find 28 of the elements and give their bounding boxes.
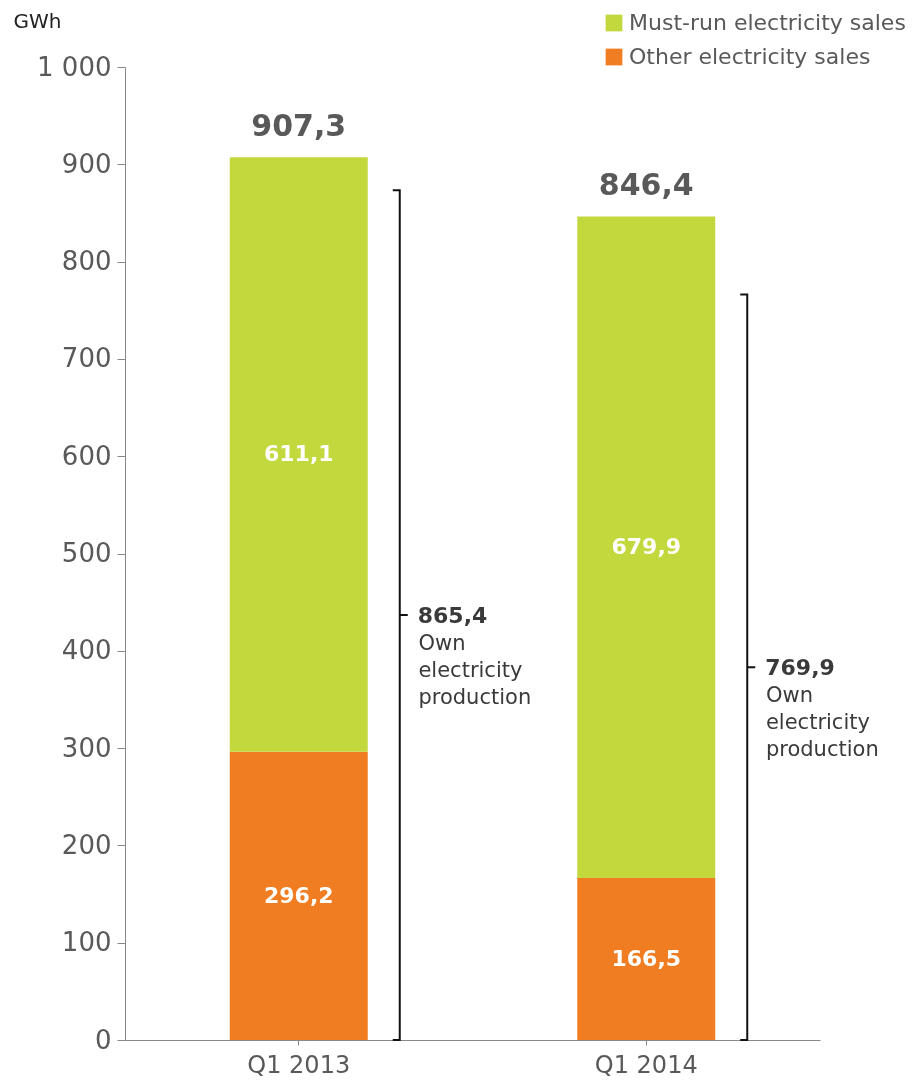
y-tick-label: 700 <box>61 343 112 374</box>
data-label: 296,2 <box>263 882 334 908</box>
x-tick-label: Q1 2013 <box>247 1050 351 1079</box>
x-tick-label: Q1 2014 <box>594 1050 698 1079</box>
annotation: 865,4 Own electricity production <box>411 603 532 710</box>
legend-label: Must-run electricity sales <box>629 10 906 35</box>
y-tick-label: 300 <box>61 732 112 763</box>
y-tick-label: 400 <box>61 635 112 666</box>
y-tick-label: 200 <box>61 829 112 860</box>
y-tick-label: 500 <box>61 538 112 568</box>
y-tick-label: 900 <box>61 148 112 179</box>
y-tick-label: 0 <box>94 1024 112 1055</box>
data-label: 679,9 <box>611 534 682 560</box>
bar <box>577 878 716 1040</box>
y-tick-label: 800 <box>61 246 112 277</box>
annotation: 769,9 Own electricity production <box>759 655 879 762</box>
data-label: 611,1 <box>263 441 334 467</box>
total-label: 846,4 <box>598 167 694 203</box>
y-tick-label: 1 000 <box>37 51 112 82</box>
y-axis-title: GWh <box>13 8 62 33</box>
data-label: 166,5 <box>611 946 682 971</box>
bar <box>229 157 368 752</box>
y-tick-label: 600 <box>61 440 112 471</box>
bar <box>577 216 716 878</box>
total-label: 907,3 <box>251 108 347 144</box>
bar <box>229 751 368 1040</box>
legend-label: Other electricity sales <box>629 44 871 69</box>
y-tick-label: 100 <box>61 927 112 958</box>
